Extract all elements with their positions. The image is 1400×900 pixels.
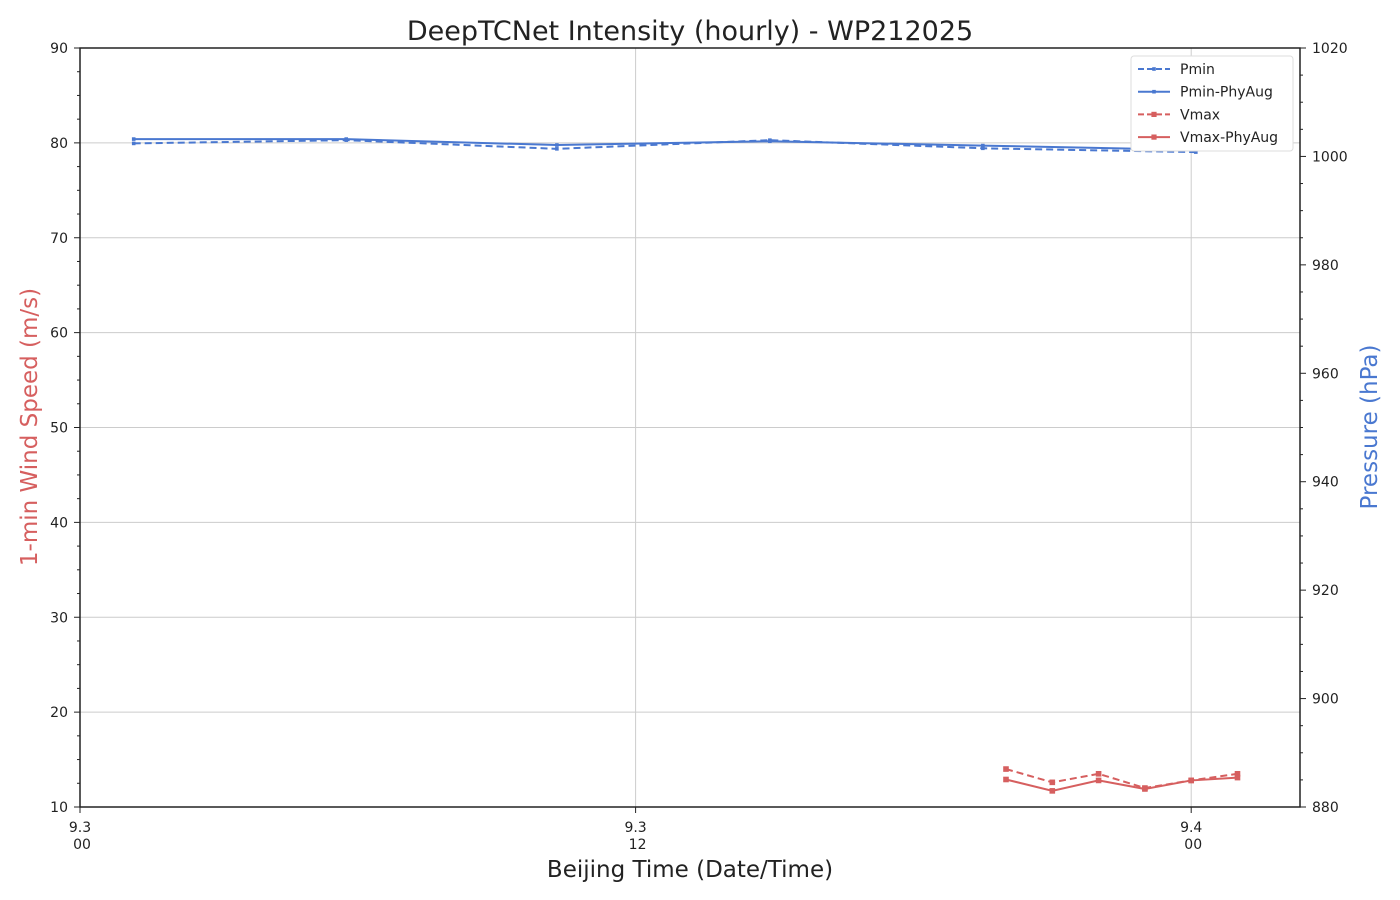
legend-marker [1152,89,1156,94]
series-line-pmin [133,139,1196,154]
data-point-pmin [1194,150,1198,154]
y-axis-label-right: Pressure (hPa) [1357,345,1383,510]
x-tick-label-date: 9.3 [69,820,91,836]
data-point-vmax-phyaug [1095,777,1102,784]
data-point-pmin [131,141,136,146]
legend-label: Vmax-PhyAug [1180,130,1278,146]
data-point-vmax [1003,766,1009,772]
y-tick-label-right: 960 [1312,366,1339,382]
series-line-vmax-phyaug [1005,776,1238,792]
y-tick-label-left: 10 [50,800,68,816]
y-tick-label-left: 60 [50,326,68,342]
y-tick-label-right: 1020 [1312,41,1348,57]
data-point-pmin-phyaug [981,143,985,148]
data-point-vmax-phyaug [1049,788,1056,794]
data-point-pmin-phyaug [344,137,349,141]
legend-marker [1151,134,1157,140]
data-point-pmin [555,147,559,151]
plot-frame [79,47,1301,808]
series-line-pmin-phyaug [133,138,1196,151]
legend-label: Pmin [1180,62,1215,78]
data-point-vmax-phyaug [1142,786,1148,792]
legend-marker [1152,67,1156,71]
data-point-vmax [1095,770,1102,777]
y-tick-label-right: 880 [1312,800,1339,816]
x-tick-label-date: 9.4 [1180,820,1202,836]
data-point-pmin-phyaug [768,139,772,144]
x-tick-label-hour: 12 [629,837,647,853]
x-tick-label-date: 9.3 [624,820,646,836]
y-tick-label-right: 900 [1312,692,1339,708]
x-tick-label-hour: 00 [1184,837,1202,853]
y-tick-label-left: 20 [50,705,68,721]
data-point-vmax-phyaug [1003,776,1009,783]
y-tick-label-right: 920 [1312,583,1339,599]
x-axis-label: Beijing Time (Date/Time) [547,857,833,883]
y-tick-label-left: 80 [50,136,68,152]
data-point-vmax [1049,779,1056,786]
y-tick-label-right: 980 [1312,258,1339,274]
x-tick-label-hour: 00 [73,837,91,853]
legend-label: Vmax [1180,107,1220,123]
y-tick-label-left: 40 [50,515,68,531]
data-point-pmin-phyaug [555,143,559,147]
data-point-pmin-phyaug [131,137,136,141]
y-tick-label-right: 1000 [1312,149,1348,165]
legend-box [1130,55,1294,152]
data-point-vmax-phyaug [1188,777,1194,784]
legend-label: Pmin-PhyAug [1180,85,1273,101]
y-tick-label-left: 50 [50,421,68,437]
y-tick-label-left: 70 [50,231,68,247]
y-axis-label-left: 1-min Wind Speed (m/s) [17,288,43,566]
data-point-vmax [1234,770,1241,777]
y-tick-label-left: 90 [50,41,68,57]
y-tick-label-left: 30 [50,610,68,626]
chart-title: DeepTCNet Intensity (hourly) - WP212025 [407,16,973,47]
legend-marker [1151,111,1157,117]
data-point-pmin [981,146,985,151]
data-point-vmax-phyaug [1234,774,1241,781]
y-tick-label-right: 940 [1312,475,1339,491]
